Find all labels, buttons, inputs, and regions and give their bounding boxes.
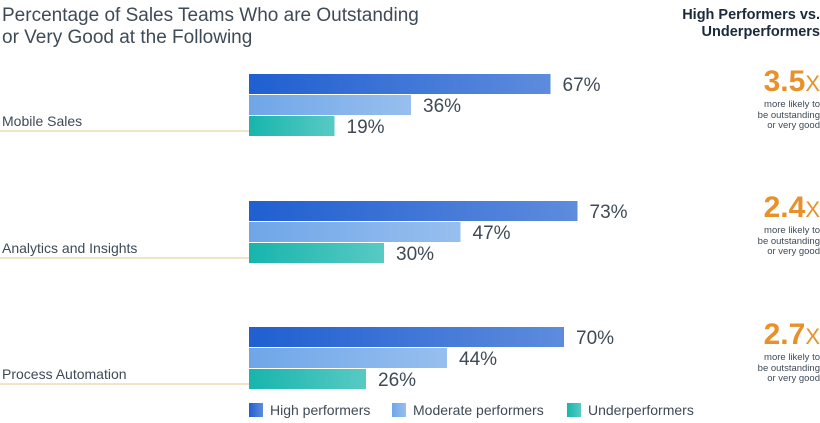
comparison-heading-line-1: High Performers vs. bbox=[682, 7, 820, 23]
bar-high-analytics-and-insights bbox=[249, 201, 578, 221]
data-label-high-analytics-and-insights: 73% bbox=[590, 202, 628, 223]
multiplier-caption: more likely to be outstanding or very go… bbox=[757, 99, 820, 131]
bar-high-mobile-sales bbox=[249, 74, 551, 94]
bar-under-process-automation bbox=[249, 369, 366, 389]
category-label-mobile-sales: Mobile Sales bbox=[2, 113, 82, 129]
bar-under-mobile-sales bbox=[249, 116, 335, 136]
multiplier-value: 3.5X bbox=[763, 65, 820, 98]
data-label-high-mobile-sales: 67% bbox=[563, 75, 601, 96]
bar-under-analytics-and-insights bbox=[249, 243, 384, 263]
multiplier-value: 2.7X bbox=[763, 318, 820, 351]
data-label-under-process-automation: 26% bbox=[378, 370, 416, 391]
chart-title-line-1: Percentage of Sales Teams Who are Outsta… bbox=[2, 5, 419, 26]
category-label-analytics-and-insights: Analytics and Insights bbox=[2, 240, 137, 256]
bar-high-process-automation bbox=[249, 327, 564, 347]
data-label-under-analytics-and-insights: 30% bbox=[396, 244, 434, 265]
multiplier-mobile-sales: 3.5X more likely to be outstanding or ve… bbox=[730, 67, 820, 132]
legend-swatch-high bbox=[249, 403, 263, 417]
comparison-heading: High Performers vs. Underperformers bbox=[650, 7, 820, 41]
comparison-heading-line-2: Underperformers bbox=[701, 24, 820, 40]
multiplier-caption: more likely to be outstanding or very go… bbox=[757, 352, 820, 384]
legend-label-moderate: Moderate performers bbox=[413, 402, 544, 418]
legend-swatch-under bbox=[567, 403, 581, 417]
legend-label-under: Underperformers bbox=[588, 402, 694, 418]
bar-moderate-mobile-sales bbox=[249, 95, 411, 115]
legend-swatch-moderate bbox=[392, 403, 406, 417]
bar-moderate-process-automation bbox=[249, 348, 447, 368]
multiplier-caption: more likely to be outstanding or very go… bbox=[757, 225, 820, 257]
data-label-under-mobile-sales: 19% bbox=[347, 117, 385, 138]
chart-title: Percentage of Sales Teams Who are Outsta… bbox=[2, 5, 432, 49]
data-label-moderate-process-automation: 44% bbox=[459, 349, 497, 370]
chart-title-line-2: or Very Good at the Following bbox=[2, 27, 253, 48]
multiplier-analytics-insights: 2.4X more likely to be outstanding or ve… bbox=[730, 193, 820, 258]
multiplier-process-automation: 2.7X more likely to be outstanding or ve… bbox=[730, 320, 820, 385]
multiplier-value: 2.4X bbox=[763, 191, 820, 224]
data-label-moderate-mobile-sales: 36% bbox=[423, 96, 461, 117]
category-label-process-automation: Process Automation bbox=[2, 366, 127, 382]
bar-moderate-analytics-and-insights bbox=[249, 222, 461, 242]
data-label-high-process-automation: 70% bbox=[576, 328, 614, 349]
data-label-moderate-analytics-and-insights: 47% bbox=[473, 223, 511, 244]
legend-label-high: High performers bbox=[270, 402, 370, 418]
